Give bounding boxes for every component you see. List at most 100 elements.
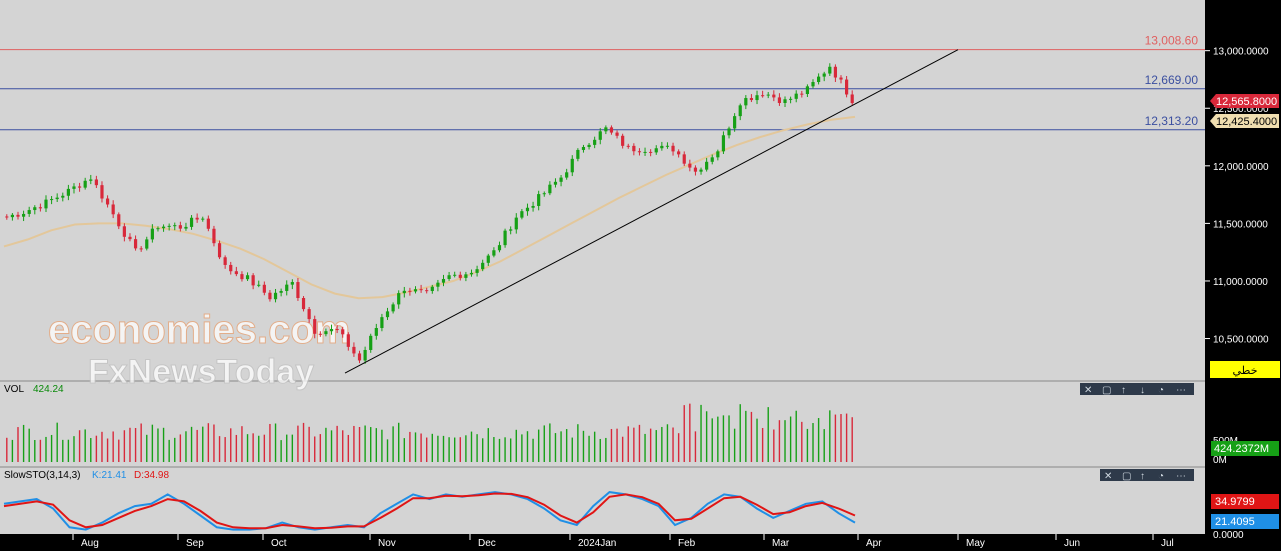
candle-body — [755, 95, 759, 101]
candle-body — [744, 98, 748, 106]
candle-body — [626, 145, 630, 147]
candle-body — [436, 282, 440, 287]
candle-body — [357, 353, 362, 361]
candle-body — [21, 213, 26, 217]
move-up-icon[interactable]: ↑ — [1121, 385, 1126, 396]
candle-body — [10, 214, 14, 218]
close-icon[interactable]: ✕ — [1084, 385, 1092, 396]
candle-body — [352, 346, 356, 354]
candle-body — [469, 272, 474, 275]
candle-body — [604, 127, 608, 132]
settings-icon[interactable]: ◔ — [1158, 471, 1164, 482]
sto-k-value: 21.4095 — [1215, 516, 1255, 528]
close-icon[interactable]: ✕ — [1104, 471, 1112, 482]
candle-body — [307, 309, 311, 320]
sto-d-label: D:34.98 — [134, 470, 169, 481]
candle-body — [593, 139, 597, 145]
price-axis-label: 11,000.0000 — [1213, 277, 1268, 288]
candle-body — [111, 204, 115, 215]
candle-body — [128, 236, 132, 240]
level-label: 12,313.20 — [1145, 114, 1199, 128]
move-down-icon[interactable]: ↓ — [1140, 385, 1145, 396]
month-label: Nov — [378, 538, 396, 549]
candle-body — [369, 335, 373, 350]
watermark-line-1: economies.com — [48, 308, 350, 352]
move-up-icon[interactable]: ↑ — [1140, 471, 1145, 482]
month-label: Jun — [1064, 538, 1080, 549]
candle-body — [794, 93, 798, 99]
candle-body — [167, 225, 171, 227]
sto-d-line — [3, 492, 856, 530]
price-axis-label: 13,000.0000 — [1213, 47, 1269, 58]
sto-panel-toolbar[interactable]: ✕ ▢ ↑ ◔ ⋯ — [1100, 469, 1194, 482]
candle-body — [761, 95, 765, 97]
volume-axis-bottom: 0M — [1213, 455, 1227, 466]
candle-body — [341, 329, 345, 335]
maximize-icon[interactable]: ▢ — [1122, 471, 1131, 482]
candle-body — [637, 151, 642, 153]
month-label: Apr — [866, 538, 882, 549]
chart-type-button[interactable] — [1210, 361, 1280, 378]
maximize-icon[interactable]: ▢ — [1102, 385, 1111, 396]
candle-body — [565, 172, 569, 178]
candle-body — [643, 151, 647, 153]
candle-body — [380, 317, 384, 329]
candle-body — [251, 275, 255, 286]
candle-body — [419, 289, 423, 291]
candle-body — [822, 73, 826, 77]
candle-body — [693, 167, 698, 172]
candle-body — [105, 198, 110, 205]
month-label: Oct — [271, 538, 287, 549]
candle-body — [346, 334, 350, 347]
candle-body — [733, 116, 737, 129]
candle-body — [665, 145, 670, 147]
candle-body — [290, 282, 294, 285]
moving-average-line — [3, 115, 856, 300]
candle-body — [766, 94, 770, 96]
candle-body — [161, 226, 166, 229]
candle-body — [598, 131, 602, 140]
candle-body — [699, 169, 703, 172]
candle-body — [654, 148, 658, 153]
more-icon[interactable]: ⋯ — [1176, 385, 1186, 396]
price-axis-label: 10,500.0000 — [1213, 335, 1269, 346]
sto-title: SlowSTO(3,14,3) — [4, 470, 81, 481]
candle-body — [777, 97, 782, 103]
more-icon[interactable]: ⋯ — [1176, 471, 1186, 482]
candle-body — [520, 211, 524, 218]
volume-title: VOL — [4, 384, 24, 395]
settings-icon[interactable]: ◔ — [1158, 385, 1164, 396]
volume-panel-toolbar[interactable]: ✕ ▢ ↑ ↓ ◔ ⋯ — [1080, 383, 1194, 396]
candle-body — [285, 284, 289, 291]
candle-body — [464, 274, 468, 278]
candle-body — [184, 226, 188, 229]
month-label: Aug — [81, 538, 99, 549]
watermark: economies.com FxNewsToday — [48, 308, 351, 392]
sto-k-label: K:21.41 — [92, 470, 127, 481]
candle-body — [117, 214, 121, 227]
candle-body — [811, 82, 815, 87]
candle-body — [38, 207, 42, 209]
trend-line — [344, 49, 959, 374]
candle-body — [576, 149, 580, 159]
month-label: Sep — [186, 538, 204, 549]
candle-body — [329, 329, 334, 332]
candle-body — [408, 290, 412, 292]
candle-body — [374, 328, 378, 336]
candle-body — [727, 128, 731, 136]
candle-body — [313, 319, 317, 334]
candle-body — [677, 151, 681, 155]
candle-body — [492, 250, 496, 256]
month-label: Mar — [772, 538, 790, 549]
candle-body — [621, 135, 625, 146]
level-label: 12,669.00 — [1145, 73, 1199, 87]
price-axis-label: 11,500.0000 — [1213, 219, 1268, 230]
candle-body — [789, 98, 793, 100]
time-axis-bg — [0, 534, 1205, 551]
candle-body — [245, 275, 250, 280]
candle-body — [195, 217, 199, 220]
candle-body — [632, 145, 636, 152]
candle-body — [201, 218, 205, 220]
candle-body — [55, 197, 59, 200]
candle-body — [458, 274, 462, 278]
